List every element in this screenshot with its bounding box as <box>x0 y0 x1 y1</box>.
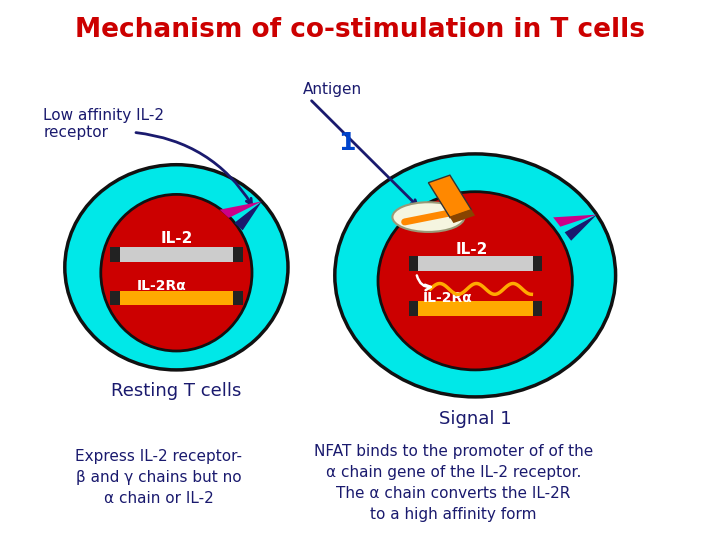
Text: Antigen: Antigen <box>302 82 361 97</box>
Ellipse shape <box>335 154 616 397</box>
Ellipse shape <box>65 165 288 370</box>
Polygon shape <box>220 201 262 218</box>
Text: Low affinity IL-2
receptor: Low affinity IL-2 receptor <box>43 108 164 140</box>
Text: IL-2Rα: IL-2Rα <box>137 279 187 293</box>
Text: 1: 1 <box>338 131 356 155</box>
Bar <box>110 291 120 305</box>
Bar <box>120 291 233 305</box>
Bar <box>428 175 472 218</box>
Bar <box>533 301 542 316</box>
Ellipse shape <box>378 192 572 370</box>
Text: IL-2Rα: IL-2Rα <box>423 291 473 305</box>
Text: Express IL-2 receptor-
β and γ chains but no
α chain or IL-2: Express IL-2 receptor- β and γ chains bu… <box>75 449 242 507</box>
Text: Signal 1: Signal 1 <box>439 409 511 428</box>
Bar <box>233 291 243 305</box>
Polygon shape <box>553 214 597 227</box>
Bar <box>449 209 475 223</box>
Bar <box>233 247 243 262</box>
Bar <box>418 256 533 271</box>
Text: NFAT binds to the promoter of of the
α chain gene of the IL-2 receptor.
The α ch: NFAT binds to the promoter of of the α c… <box>314 444 593 522</box>
Text: IL-2: IL-2 <box>161 231 192 246</box>
Text: Mechanism of co-stimulation in T cells: Mechanism of co-stimulation in T cells <box>75 17 645 43</box>
Bar <box>409 256 418 271</box>
Polygon shape <box>564 214 597 241</box>
Polygon shape <box>234 201 262 231</box>
Ellipse shape <box>101 194 252 351</box>
Bar <box>533 256 542 271</box>
Text: IL-2: IL-2 <box>456 241 487 256</box>
Bar <box>409 301 418 316</box>
Bar <box>110 247 120 262</box>
Bar <box>120 247 233 262</box>
Bar <box>418 301 533 316</box>
Text: Resting T cells: Resting T cells <box>111 382 242 401</box>
Ellipse shape <box>392 202 464 232</box>
